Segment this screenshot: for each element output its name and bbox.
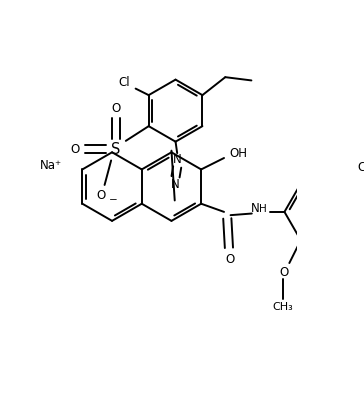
Text: O: O	[225, 253, 234, 266]
Text: CH₃: CH₃	[272, 302, 293, 312]
Text: N: N	[173, 153, 182, 166]
Text: Cl: Cl	[118, 76, 130, 89]
Text: N: N	[171, 178, 180, 191]
Text: Na⁺: Na⁺	[40, 159, 62, 172]
Text: H: H	[259, 204, 267, 213]
Text: N: N	[251, 202, 260, 215]
Text: Cl: Cl	[357, 161, 364, 174]
Text: −: −	[108, 195, 117, 205]
Text: O: O	[280, 266, 289, 279]
Text: O: O	[111, 102, 120, 115]
Text: OH: OH	[230, 147, 248, 160]
Text: O: O	[71, 143, 80, 156]
Text: S: S	[111, 141, 121, 156]
Text: O: O	[97, 189, 106, 202]
